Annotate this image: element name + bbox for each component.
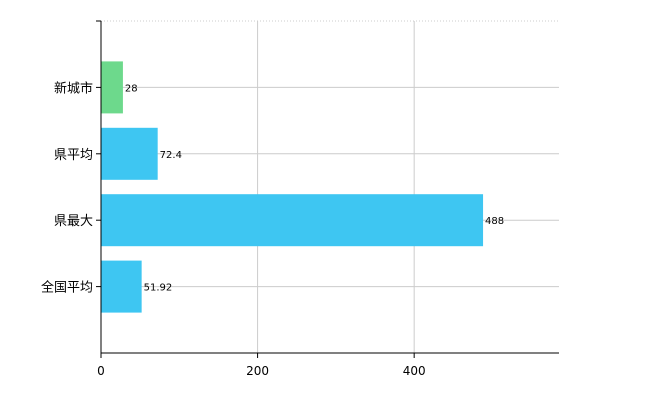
x-tick-label: 0 [97,364,105,378]
bar-2 [101,194,484,247]
bar-0 [101,61,123,114]
value-label: 488 [485,216,504,227]
category-label: 県平均 [54,148,93,163]
value-label: 72.4 [160,150,182,161]
x-tick-label: 400 [403,364,426,378]
category-label: 新城市 [54,80,93,96]
value-label: 51.92 [144,283,173,294]
category-label: 県最大 [54,214,93,229]
bar-3 [101,260,142,313]
category-label: 全国平均 [41,280,93,296]
value-label: 28 [125,83,138,94]
bar-1 [101,127,158,180]
x-tick-label: 200 [246,364,269,378]
